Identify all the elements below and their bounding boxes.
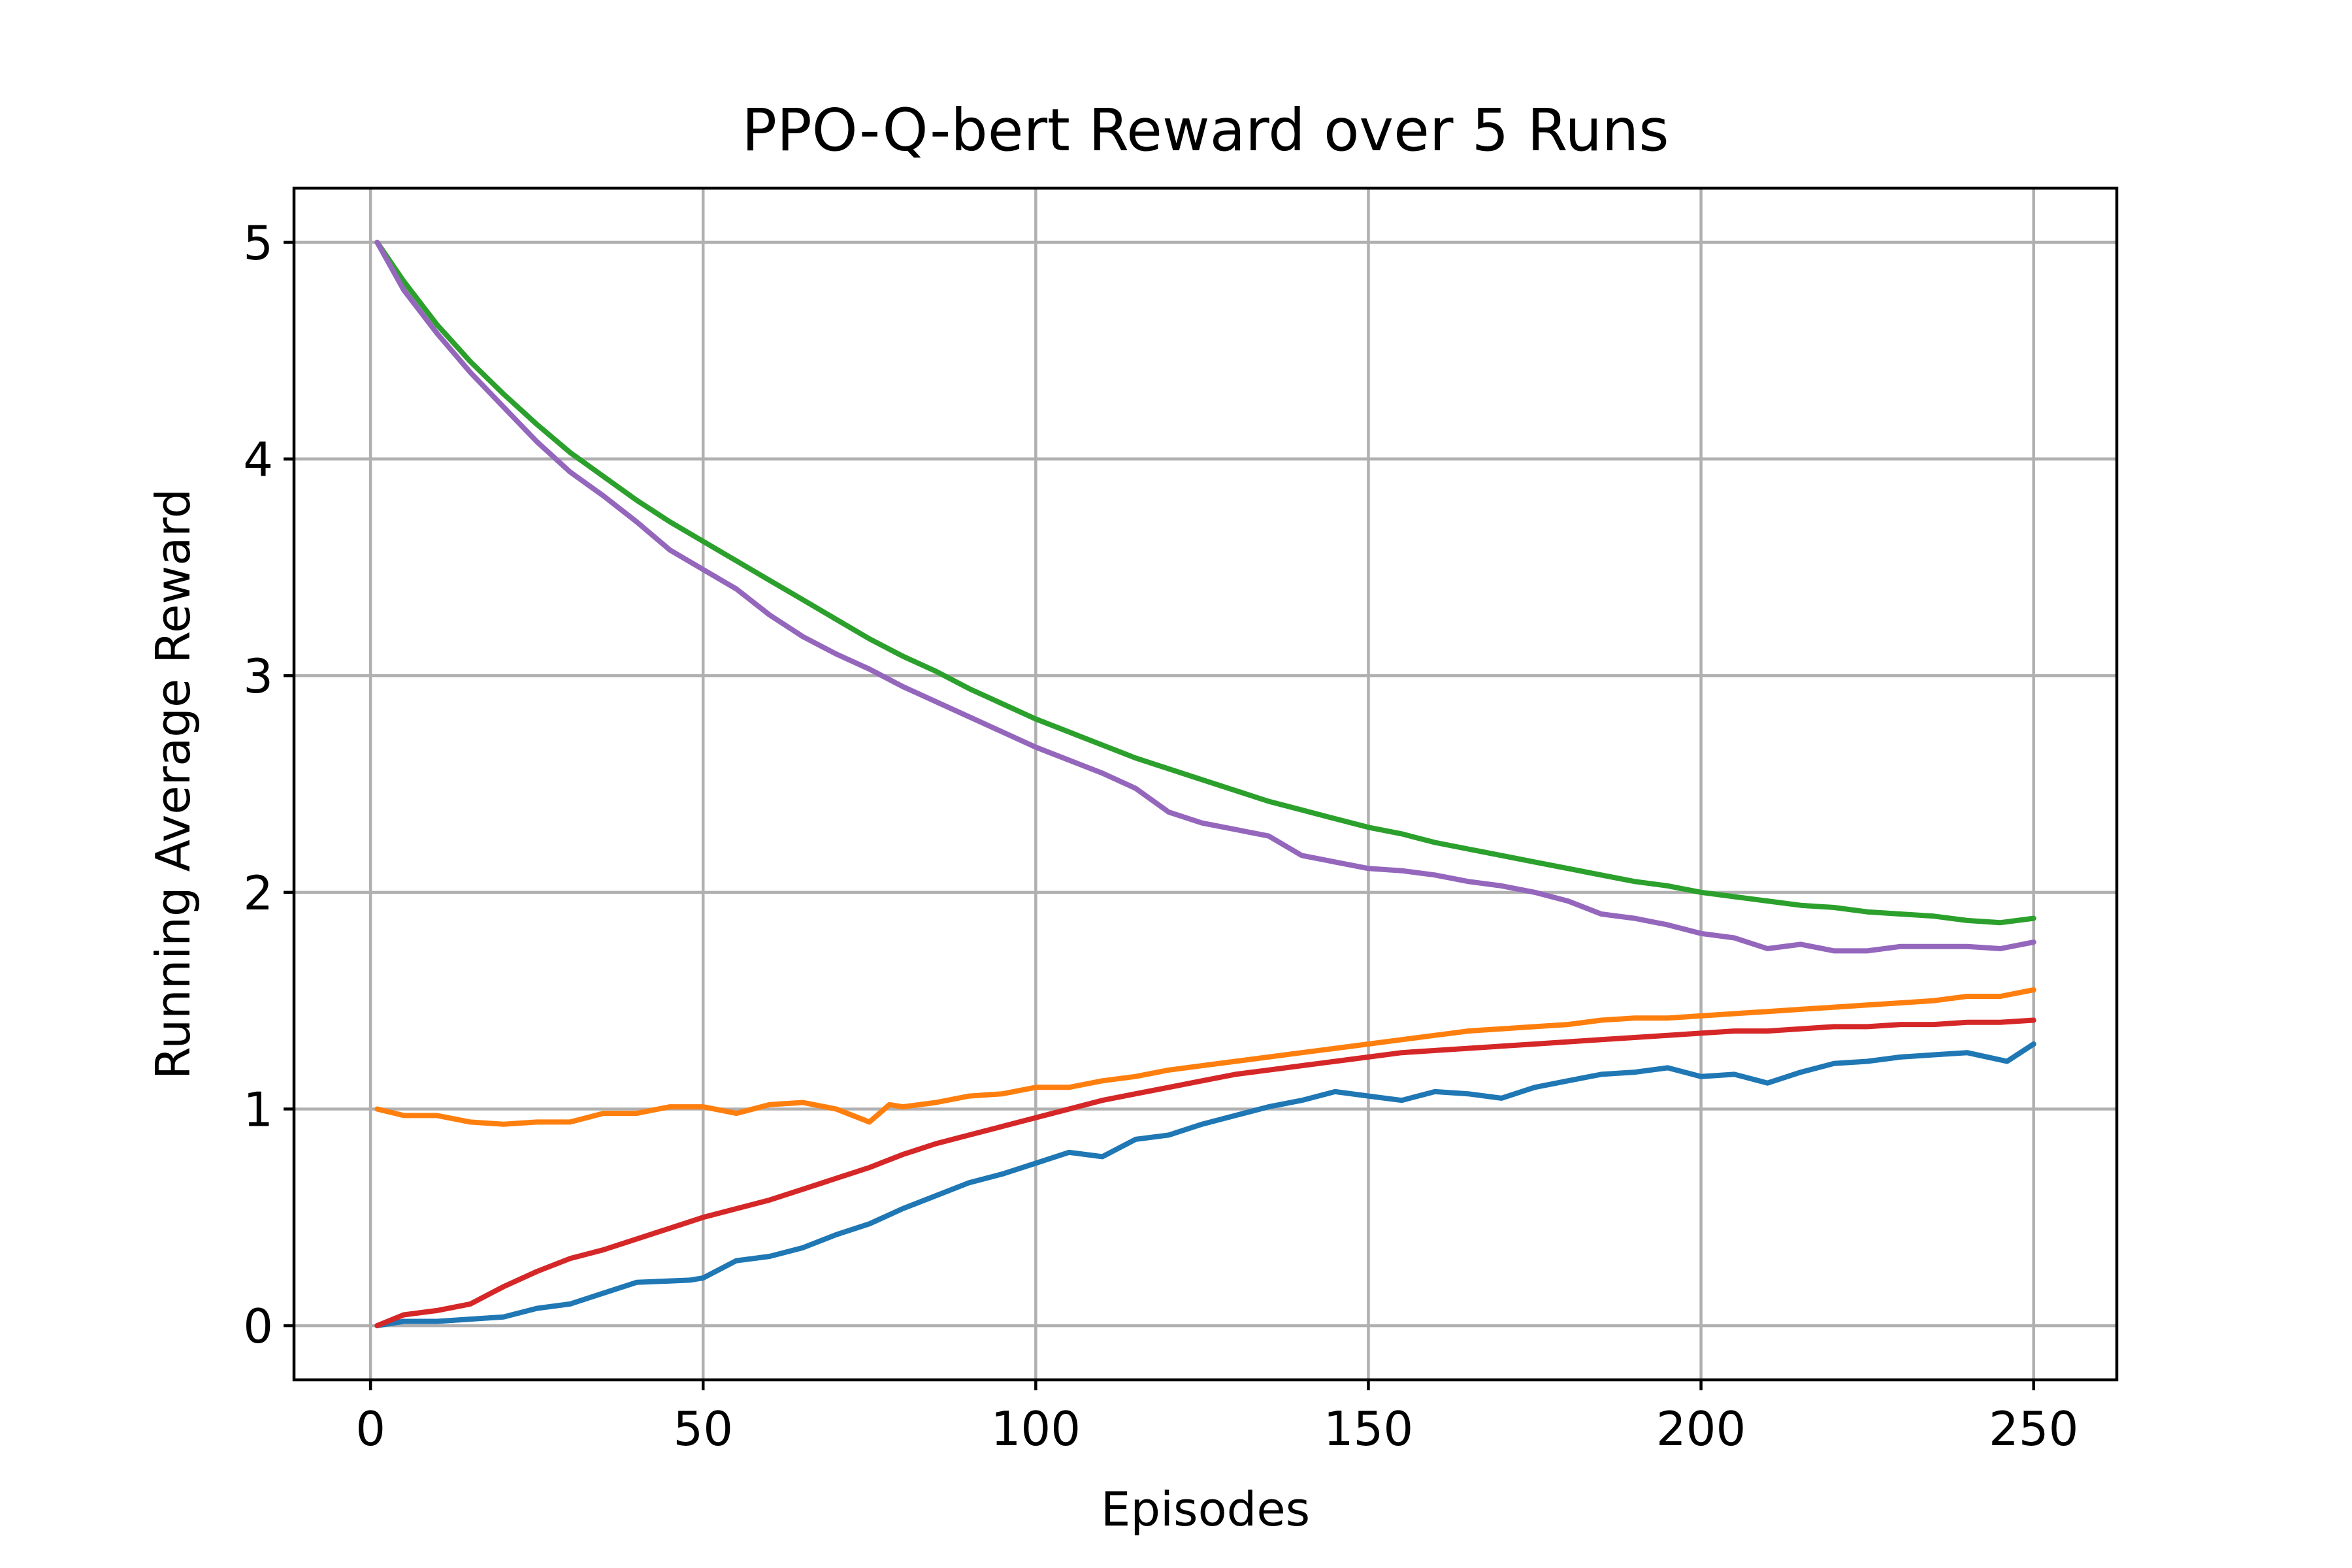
series-group bbox=[374, 239, 2036, 1329]
y-tick-label: 1 bbox=[243, 1082, 273, 1137]
x-tick-label: 50 bbox=[673, 1401, 733, 1456]
y-axis-label: Running Average Reward bbox=[146, 489, 201, 1080]
plot-frame bbox=[292, 186, 2119, 1382]
x-axis-label: Episodes bbox=[1101, 1482, 1310, 1537]
ticks-group: 0 50 100 150 200 250 0 1 2 3 4 5 bbox=[243, 216, 2078, 1456]
y-tick-label: 0 bbox=[243, 1299, 273, 1354]
y-tick-label: 5 bbox=[243, 216, 273, 270]
chart-title: PPO-Q-bert Reward over 5 Runs bbox=[742, 96, 1669, 164]
series-line-2 bbox=[374, 987, 2036, 1127]
y-tick-label: 3 bbox=[243, 649, 273, 704]
y-tick-label: 4 bbox=[243, 433, 273, 487]
y-tick-label: 2 bbox=[243, 866, 273, 921]
grid-lines bbox=[294, 188, 2117, 1380]
series-line-4 bbox=[374, 1017, 2036, 1329]
x-tick-label: 150 bbox=[1324, 1401, 1413, 1456]
series-line-3 bbox=[374, 239, 2036, 926]
series-line-5 bbox=[374, 239, 2036, 954]
series-line-1 bbox=[374, 1041, 2036, 1329]
x-tick-label: 200 bbox=[1656, 1401, 1746, 1456]
x-tick-label: 250 bbox=[1989, 1401, 2078, 1456]
x-tick-label: 100 bbox=[991, 1401, 1081, 1456]
x-tick-label: 0 bbox=[355, 1401, 385, 1456]
